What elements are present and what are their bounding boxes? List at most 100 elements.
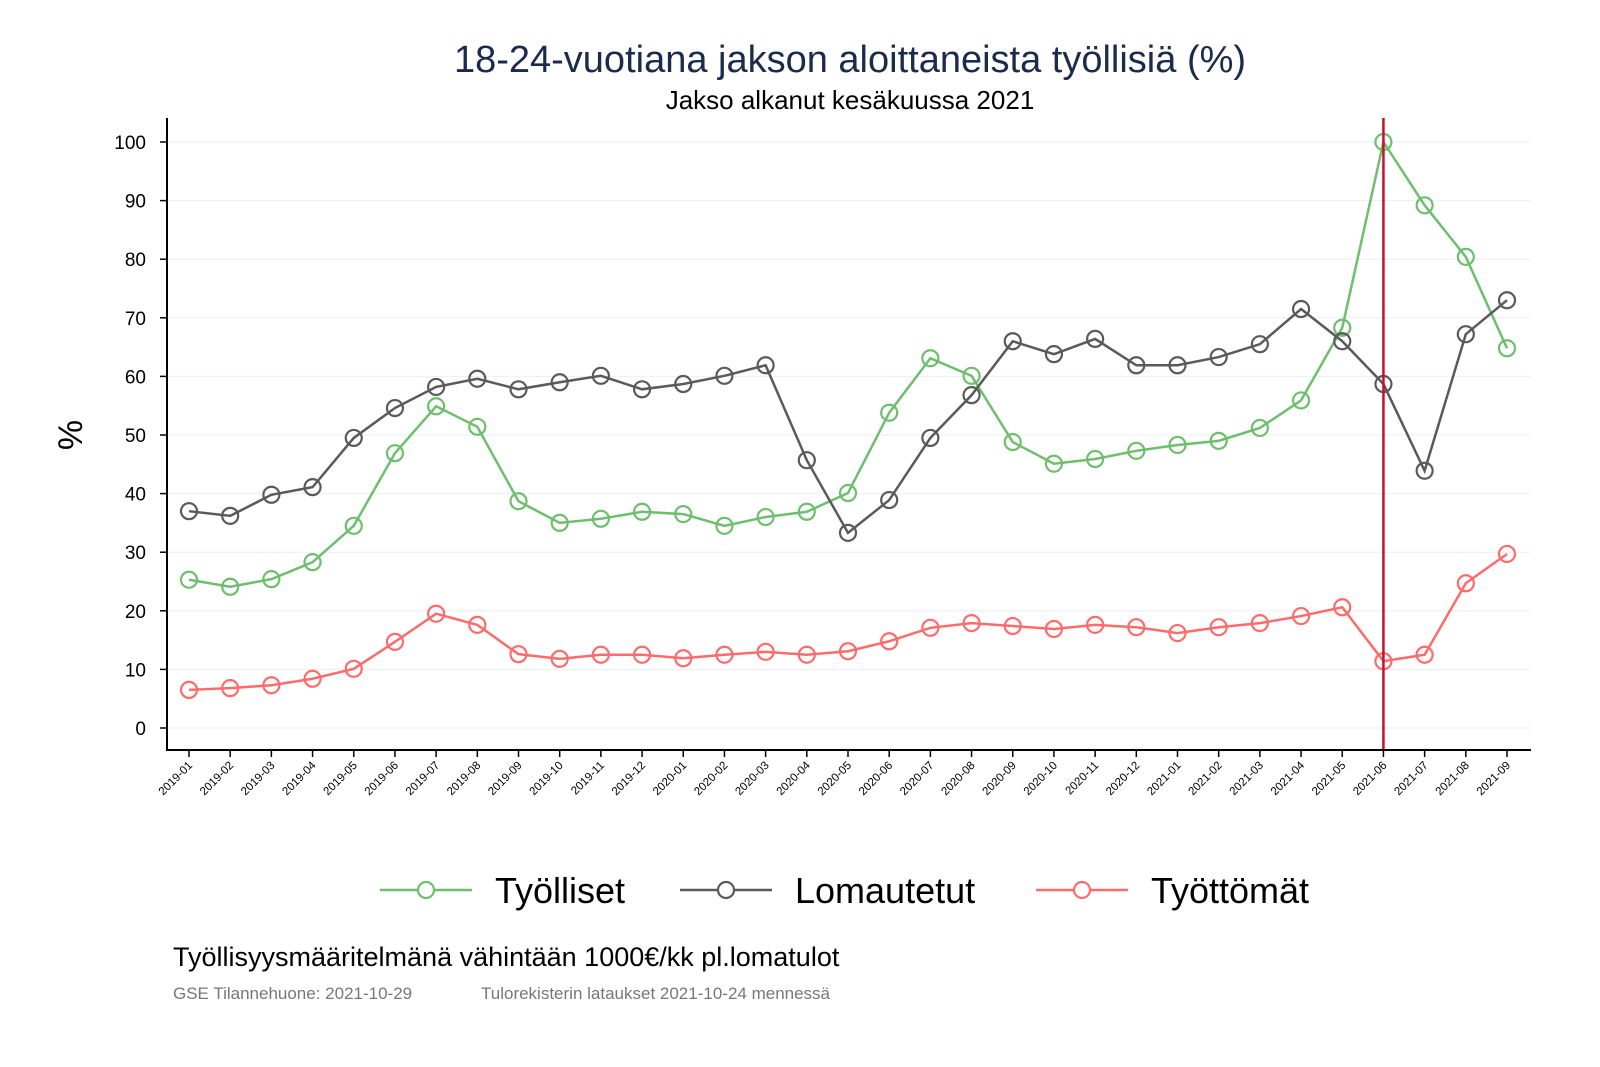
y-tick-label: 40 [125,485,146,506]
x-tick-label: 2021-02 [1186,760,1224,798]
data-point [385,444,405,463]
x-tick-label: 2021-05 [1310,760,1348,798]
data-point [550,649,569,668]
x-tick-label: 2019-09 [486,760,524,798]
data-point [715,516,734,535]
y-tick-label: 30 [125,543,146,564]
data-point [715,366,734,385]
x-tick-label: 2020-05 [816,760,854,798]
data-point [1250,418,1269,438]
data-point [921,618,940,637]
data-point [756,356,775,375]
data-point [303,669,322,688]
data-point [468,615,487,634]
y-tick-label: 50 [125,426,146,447]
data-point [838,523,858,542]
series-Työlliset [179,132,1517,596]
data-point [221,679,240,698]
data-point [1003,432,1022,452]
y-tick-label: 0 [135,719,146,740]
y-axis-label: % [52,420,90,450]
series-Työttömät [179,544,1517,700]
data-point [1044,454,1064,473]
data-point [1168,623,1187,643]
x-tick-label: 2021-07 [1392,760,1430,798]
legend-item: Työttömät [1036,870,1309,911]
x-tick-label: 2021-04 [1269,759,1308,798]
data-point [1497,339,1517,358]
data-point [632,380,652,399]
data-point [962,366,981,385]
x-tick-label: 2019-10 [527,760,565,798]
legend-marker-icon [716,880,736,900]
data-point [1291,606,1311,626]
x-tick-label: 2020-02 [692,760,730,798]
data-point [221,577,240,596]
data-point [1209,431,1228,450]
x-tick-label: 2019-06 [363,760,401,798]
x-tick-label: 2019-04 [280,759,319,798]
x-tick-label: 2019-07 [404,760,442,798]
y-tick-label: 100 [114,133,146,154]
data-point [1168,435,1187,455]
y-tick-label: 90 [125,192,146,213]
legend-marker-icon [1072,880,1092,900]
series-line [188,552,1508,692]
data-point [1250,614,1269,633]
series-line [188,299,1508,535]
x-tick-label: 2019-08 [445,760,483,798]
data-point [1291,391,1311,410]
x-tick-label: 2021-01 [1145,760,1183,798]
data-point [509,380,528,399]
x-tick-label: 2019-12 [610,760,648,798]
data-point [591,509,610,528]
data-point [674,374,693,394]
data-point [756,507,775,527]
data-point [1003,616,1022,636]
data-point [344,516,363,535]
source-left: GSE Tilannehuone: 2021-10-29 [173,984,412,1003]
data-point [1209,347,1228,367]
chart-subtitle: Jakso alkanut kesäkuussa 2021 [666,85,1035,115]
data-point [1415,645,1434,664]
data-point [921,428,940,448]
x-tick-label: 2020-04 [775,759,814,798]
data-point [797,451,816,470]
data-point [1044,619,1064,639]
source-right: Tulorekisterin lataukset 2021-10-24 menn… [481,984,831,1003]
data-point [468,369,487,388]
data-point [1497,544,1517,564]
data-point [1497,291,1517,310]
x-tick-label: 2020-10 [1022,760,1060,798]
data-point [509,492,528,511]
x-tick-label: 2020-08 [939,760,977,798]
x-tick-label: 2020-03 [733,760,771,798]
y-tick-label: 20 [125,602,146,623]
data-point [674,505,693,524]
x-tick-label: 2020-01 [651,760,689,798]
data-point [962,614,981,633]
data-point [838,642,858,661]
data-point [1291,299,1311,319]
data-point [1333,598,1352,617]
data-point [1044,345,1064,364]
data-point [1333,318,1352,337]
data-point [344,659,363,678]
data-point [1127,356,1146,375]
data-point [632,502,652,521]
legend-marker-icon [416,880,436,900]
data-point [797,645,816,664]
data-point [179,680,199,700]
legend-label: Työlliset [495,870,625,911]
series-group [179,118,1517,750]
x-tick-label: 2019-02 [198,760,236,798]
x-tick-label: 2019-01 [157,760,195,798]
data-point [591,645,610,664]
y-tick-label: 70 [125,309,146,330]
data-point [1209,618,1228,637]
y-axis-ticks: 0 10 20 30 40 50 60 70 80 90 100 [114,133,167,740]
x-axis-ticks: 2019-01 2019-02 2019-03 2019-04 2019-05 2019-… [157,750,1513,798]
x-tick-label: 2019-03 [239,760,277,798]
x-tick-label: 2021-08 [1434,760,1472,798]
